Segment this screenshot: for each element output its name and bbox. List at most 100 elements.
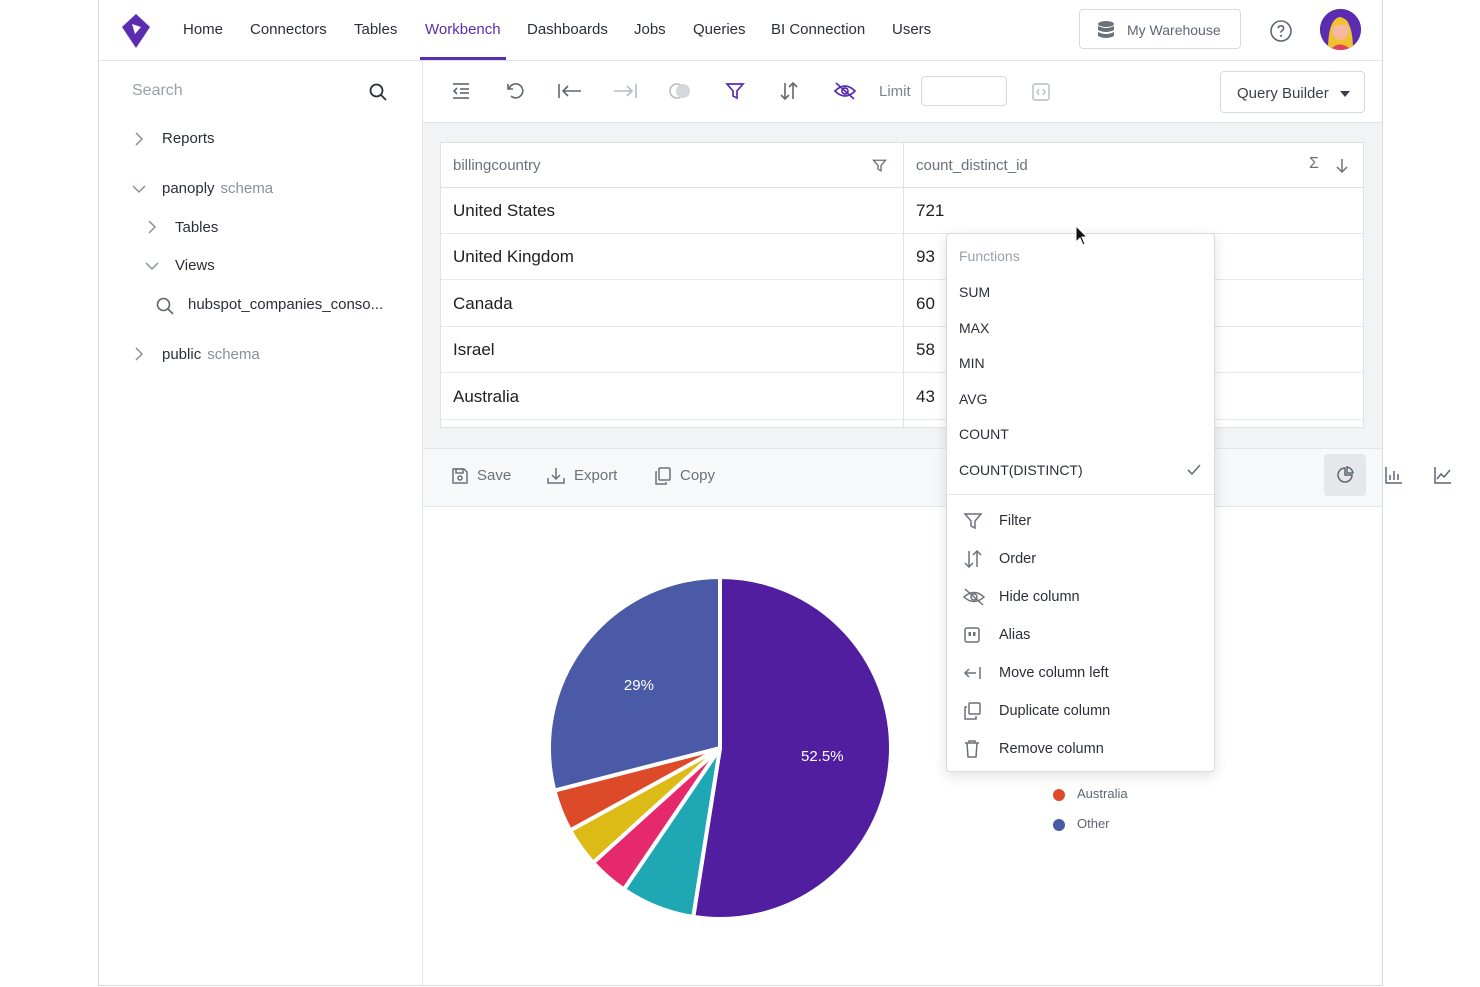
sort-icon[interactable] bbox=[779, 81, 799, 101]
arrow-down-icon[interactable] bbox=[1336, 158, 1348, 173]
pie-slice[interactable] bbox=[547, 575, 722, 793]
tree-item-label: Views bbox=[175, 257, 215, 274]
pie-slice-label: 29% bbox=[624, 677, 654, 694]
limit-input[interactable] bbox=[921, 76, 1007, 106]
query-builder-dropdown[interactable]: Query Builder bbox=[1220, 71, 1365, 113]
function-min[interactable]: MIN bbox=[959, 355, 985, 371]
nav-users[interactable]: Users bbox=[892, 21, 932, 38]
filter-icon bbox=[963, 513, 983, 530]
export-icon bbox=[547, 468, 565, 484]
legend-swatch bbox=[1053, 818, 1065, 831]
query-toolbar: Limit Query Builder bbox=[423, 61, 1382, 123]
sidebar-search-input[interactable]: Search bbox=[132, 82, 183, 99]
bar-chart-icon bbox=[1385, 467, 1402, 484]
copy-button[interactable]: Copy bbox=[654, 467, 715, 485]
table-cell: 721 bbox=[916, 201, 945, 220]
tree-item-tables[interactable]: Tables bbox=[175, 219, 218, 236]
nav-connectors[interactable]: Connectors bbox=[250, 21, 327, 38]
table-cell: Canada bbox=[453, 294, 513, 313]
nav-bi-connection[interactable]: BI Connection bbox=[771, 21, 866, 38]
nav-dashboards[interactable]: Dashboards bbox=[527, 21, 608, 38]
chevron-down-icon[interactable] bbox=[132, 184, 146, 194]
tree-item-views[interactable]: Views bbox=[175, 257, 215, 274]
result-action-bar: Save Export Copy bbox=[423, 448, 1451, 507]
nav-home[interactable]: Home bbox=[183, 21, 224, 38]
table-cell: United Kingdom bbox=[453, 247, 574, 266]
copy-label: Copy bbox=[680, 467, 716, 484]
tree-item-reports[interactable]: Reports bbox=[162, 130, 215, 147]
tree-item-label: panoply bbox=[162, 180, 215, 197]
code-icon[interactable] bbox=[1032, 83, 1050, 101]
chevron-down-icon[interactable] bbox=[145, 261, 159, 271]
chevron-right-icon[interactable] bbox=[134, 132, 144, 146]
move-last-icon[interactable] bbox=[612, 81, 638, 101]
menu-item-label: Duplicate column bbox=[999, 703, 1111, 719]
panoply-logo[interactable] bbox=[119, 12, 153, 50]
move-first-icon[interactable] bbox=[557, 81, 583, 101]
user-avatar[interactable] bbox=[1320, 9, 1361, 50]
help-icon[interactable] bbox=[1269, 19, 1293, 43]
function-max[interactable]: MAX bbox=[959, 320, 990, 336]
tree-item-public-schema[interactable]: public schema bbox=[162, 346, 260, 363]
column-functions-menu: Functions SUM MAX MIN AVG COUNT COUNT(DI… bbox=[946, 233, 1215, 772]
nav-tables[interactable]: Tables bbox=[354, 21, 398, 38]
sort-icon bbox=[964, 550, 982, 568]
pie-chart-button[interactable] bbox=[1324, 454, 1366, 496]
column-header-label: count_distinct_id bbox=[916, 157, 1028, 174]
column-header-count-distinct[interactable]: count_distinct_id Σ bbox=[904, 143, 1363, 188]
table-cell: 93 bbox=[916, 247, 935, 266]
tree-item-panoply-schema[interactable]: panoply schema bbox=[162, 180, 273, 197]
sigma-icon[interactable]: Σ bbox=[1309, 155, 1319, 172]
column-header-billingcountry[interactable]: billingcountry bbox=[441, 143, 903, 188]
pie-chart: 52.5% 29% bbox=[547, 575, 893, 921]
bar-chart-button[interactable] bbox=[1373, 454, 1415, 496]
workbench-main: Limit Query Builder billingcountry count… bbox=[423, 61, 1451, 985]
table-row[interactable]: Israel 58 bbox=[441, 327, 1363, 373]
toggle-icon[interactable] bbox=[668, 81, 692, 101]
database-icon bbox=[1098, 21, 1114, 38]
chevron-right-icon[interactable] bbox=[134, 347, 144, 361]
save-label: Save bbox=[477, 467, 512, 484]
schema-tag: schema bbox=[220, 180, 274, 197]
chevron-right-icon[interactable] bbox=[147, 220, 157, 234]
nav-queries[interactable]: Queries bbox=[693, 21, 746, 38]
warehouse-selector-button[interactable]: My Warehouse bbox=[1079, 9, 1241, 49]
legend-item-other[interactable]: Other bbox=[1053, 816, 1110, 831]
caret-down-icon bbox=[1340, 91, 1350, 97]
function-avg[interactable]: AVG bbox=[959, 391, 988, 407]
eye-off-icon[interactable] bbox=[833, 81, 857, 101]
menu-item-label: Filter bbox=[999, 513, 1032, 529]
undo-icon[interactable] bbox=[505, 81, 525, 101]
filter-icon[interactable] bbox=[872, 158, 887, 173]
results-area: billingcountry count_distinct_id Σ Unite… bbox=[423, 123, 1382, 448]
line-chart-button[interactable] bbox=[1422, 454, 1464, 496]
nav-workbench[interactable]: Workbench bbox=[425, 21, 501, 38]
arrow-left-bar-icon bbox=[963, 667, 981, 679]
table-row[interactable]: Australia 43 bbox=[441, 374, 1363, 420]
function-count[interactable]: COUNT bbox=[959, 426, 1009, 442]
duplicate-icon bbox=[964, 702, 981, 720]
table-row[interactable]: United Kingdom 93 bbox=[441, 234, 1363, 280]
export-button[interactable]: Export bbox=[546, 467, 617, 485]
table-row[interactable]: Canada 60 bbox=[441, 281, 1363, 327]
save-button[interactable]: Save bbox=[451, 467, 511, 485]
table-row[interactable]: United States 721 bbox=[441, 188, 1363, 234]
trash-icon bbox=[965, 740, 979, 758]
table-cell: 43 bbox=[916, 387, 935, 406]
copy-icon bbox=[655, 467, 671, 485]
warehouse-label: My Warehouse bbox=[1127, 22, 1221, 38]
filter-icon[interactable] bbox=[725, 81, 745, 101]
legend-item-australia[interactable]: Australia bbox=[1053, 786, 1128, 801]
indent-icon[interactable] bbox=[451, 81, 471, 101]
schema-tag: schema bbox=[207, 346, 260, 363]
table-cell: Israel bbox=[453, 340, 495, 359]
tree-item-view[interactable]: hubspot_companies_conso... bbox=[188, 296, 383, 313]
function-sum[interactable]: SUM bbox=[959, 284, 991, 300]
search-icon[interactable] bbox=[369, 83, 387, 101]
nav-jobs[interactable]: Jobs bbox=[634, 21, 666, 38]
active-tab-indicator bbox=[420, 57, 506, 60]
save-icon bbox=[452, 468, 468, 484]
legend-swatch bbox=[1053, 788, 1065, 801]
function-count-distinct[interactable]: COUNT(DISTINCT) bbox=[959, 462, 1083, 478]
pie-slice[interactable] bbox=[691, 575, 893, 921]
